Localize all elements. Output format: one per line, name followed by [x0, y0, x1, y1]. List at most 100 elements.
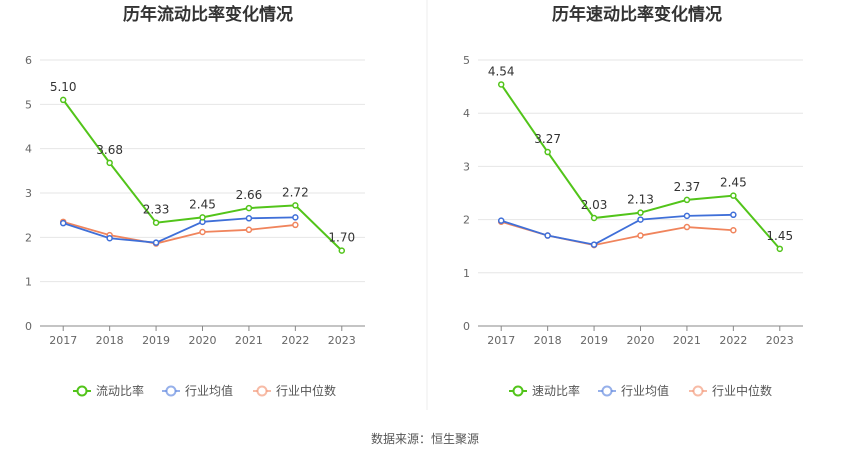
y-tick-label: 3 [463, 160, 470, 173]
x-tick-label: 2019 [142, 334, 170, 347]
x-tick-label: 2017 [487, 334, 515, 347]
y-tick-label: 0 [25, 320, 32, 333]
data-point [637, 209, 644, 216]
x-tick-label: 2018 [534, 334, 562, 347]
chart-title: 历年流动比率变化情况 [123, 4, 293, 25]
data-point [199, 228, 206, 236]
y-tick-label: 4 [25, 143, 32, 156]
x-tick-label: 2021 [235, 334, 263, 347]
data-point [152, 239, 160, 246]
data-point [245, 215, 253, 222]
y-tick-label: 2 [25, 231, 32, 244]
data-point [544, 148, 551, 156]
data-label: 2.13 [627, 193, 654, 207]
legend-item: 流动比率 [73, 383, 144, 398]
data-point [338, 247, 346, 254]
legend-marker [601, 385, 613, 397]
y-tick-label: 2 [463, 214, 470, 227]
data-point [106, 159, 113, 167]
y-tick-label: 3 [25, 187, 32, 200]
data-point [152, 219, 160, 226]
data-label: 4.54 [488, 64, 515, 78]
series-line [62, 220, 296, 245]
data-point [637, 232, 644, 239]
data-label: 2.03 [581, 198, 608, 212]
data-point [683, 223, 691, 231]
data-point [590, 214, 598, 222]
data-label: 1.45 [766, 229, 793, 243]
legend-item: 行业均值 [162, 383, 233, 398]
y-tick-label: 0 [463, 320, 470, 333]
data-label: 2.37 [674, 180, 701, 194]
y-tick-label: 1 [463, 267, 470, 280]
data-point [683, 196, 691, 204]
data-label: 2.45 [189, 197, 216, 211]
data-point [199, 214, 206, 221]
data-label: 2.45 [720, 176, 747, 190]
legend-marker [692, 385, 704, 397]
legend-marker [165, 385, 177, 397]
legend-item: 行业均值 [598, 383, 669, 398]
series-line [62, 216, 296, 244]
data-point [730, 211, 737, 219]
x-tick-label: 2017 [49, 334, 77, 347]
data-point [497, 81, 505, 88]
legend-item: 速动比率 [509, 383, 580, 398]
data-point [292, 202, 299, 209]
data-source-caption: 数据来源：恒生聚源 [371, 431, 479, 446]
x-tick-label: 2019 [580, 334, 608, 347]
data-point [776, 245, 784, 253]
x-tick-label: 2020 [627, 334, 655, 347]
x-tick-label: 2023 [328, 334, 356, 347]
legend-item: 行业中位数 [253, 383, 336, 398]
legend-item: 行业中位数 [689, 383, 772, 398]
data-point [245, 204, 253, 212]
data-label: 2.72 [282, 185, 309, 199]
y-tick-label: 4 [463, 107, 470, 120]
data-point [730, 192, 737, 199]
x-tick-label: 2021 [673, 334, 701, 347]
legend-label: 行业中位数 [276, 383, 336, 398]
data-label: 3.68 [96, 143, 123, 157]
data-label: 2.33 [143, 203, 170, 217]
data-label: 5.10 [50, 80, 77, 94]
data-point [245, 226, 253, 234]
legend-label: 流动比率 [96, 383, 144, 398]
y-tick-label: 6 [25, 54, 32, 67]
data-point [497, 217, 505, 224]
x-tick-label: 2022 [719, 334, 747, 347]
legend-marker [256, 385, 268, 397]
chart-panel-1: 历年流动比率变化情况 0 1 2 3 4 5 6 2017 2018 2019 2020 2021 202… [25, 4, 365, 398]
data-label: 1.70 [328, 231, 355, 245]
data-point [590, 241, 598, 248]
y-tick-label: 5 [25, 98, 32, 111]
y-tick-label: 1 [25, 276, 32, 289]
x-tick-label: 2023 [766, 334, 794, 347]
legend-label: 行业中位数 [712, 383, 772, 398]
y-tick-label: 5 [463, 54, 470, 67]
x-tick-label: 2020 [189, 334, 217, 347]
chart-title: 历年速动比率变化情况 [552, 4, 722, 25]
legend-marker [76, 385, 88, 397]
series-line [500, 213, 734, 246]
legend-label: 行业均值 [621, 383, 669, 398]
data-label: 2.66 [236, 188, 263, 202]
data-point [59, 96, 67, 104]
x-tick-label: 2018 [96, 334, 124, 347]
data-point [292, 221, 299, 229]
data-point [292, 214, 299, 221]
legend-marker [512, 385, 524, 397]
data-point [544, 232, 551, 239]
legend-label: 速动比率 [532, 383, 580, 398]
data-point [730, 226, 737, 234]
series-line [62, 99, 343, 252]
data-point [106, 234, 113, 242]
data-point [683, 212, 691, 220]
x-tick-label: 2022 [281, 334, 309, 347]
chart-panel-2: 历年速动比率变化情况 0 1 2 3 4 5 2017 2018 2019 2020 2021 2022… [463, 4, 803, 398]
data-label: 3.27 [534, 132, 561, 146]
series-line [500, 220, 734, 247]
legend-label: 行业均值 [185, 383, 233, 398]
